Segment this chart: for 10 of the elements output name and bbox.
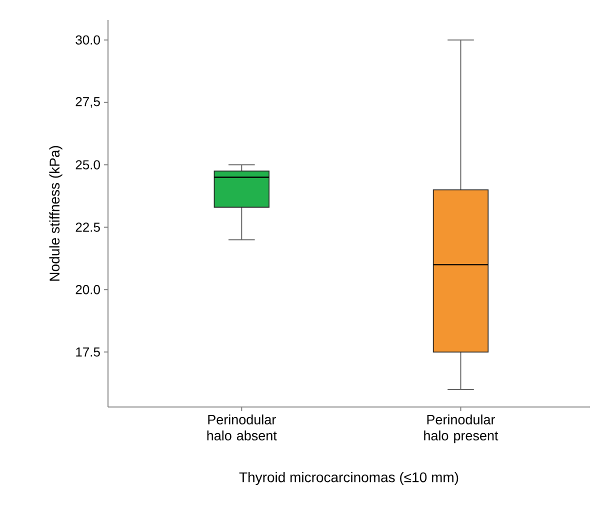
y-tick-label: 20.0 (76, 285, 100, 294)
y-tick-label: 30.0 (76, 35, 100, 45)
y-tick-label: 22.5 (76, 222, 100, 232)
x-axis-title: Thyroid microcarcinomas (≤10 mm) (239, 472, 458, 486)
y-tick-label: 25.0 (76, 160, 100, 170)
x-tick-label: Perinodular halo absent (207, 414, 277, 440)
y-axis-title: Nodule stiffness (kPa) (49, 146, 62, 281)
x-tick-label: Perinodular halo present (424, 414, 498, 444)
y-tick-label: 17.5 (76, 348, 100, 357)
y-tick-label: 27,5 (76, 97, 100, 108)
